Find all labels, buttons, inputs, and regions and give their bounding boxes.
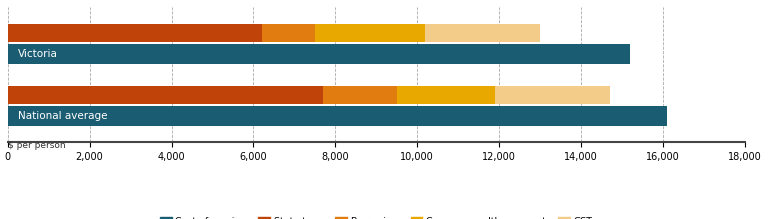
Bar — [8, 106, 667, 126]
Bar — [425, 24, 540, 42]
Text: $ per person: $ per person — [8, 141, 65, 150]
Text: Victoria: Victoria — [18, 49, 58, 59]
Bar — [262, 24, 315, 42]
Bar — [315, 24, 425, 42]
Bar — [323, 86, 397, 104]
Legend: Cost of services, State taxes, Borrowings, Commonwealth payments, GST: Cost of services, State taxes, Borrowing… — [157, 213, 596, 219]
Text: National average: National average — [18, 111, 108, 121]
Bar — [8, 44, 631, 64]
Bar — [397, 86, 495, 104]
Bar — [8, 86, 323, 104]
Bar — [8, 24, 262, 42]
Bar — [495, 86, 610, 104]
